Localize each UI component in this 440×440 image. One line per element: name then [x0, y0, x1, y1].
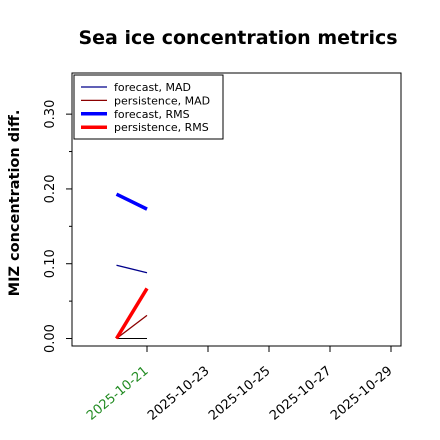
legend-label: forecast, MAD [114, 81, 191, 94]
series-line-persistence-mad [116, 314, 148, 340]
legend-label: persistence, MAD [114, 94, 210, 107]
x-tick-label: 2025-10-21 [84, 364, 152, 424]
plot-frame [71, 72, 402, 347]
x-tick-label: 2025-10-29 [328, 364, 396, 424]
y-tick-label: 0.00 [43, 324, 58, 353]
y-tick-label: 0.10 [43, 249, 58, 278]
y-axis: 0.00 0.10 0.20 0.30 [43, 100, 72, 353]
legend-label: forecast, RMS [114, 108, 190, 121]
series-layer [115, 192, 149, 340]
x-tick-label: 2025-10-23 [145, 364, 213, 424]
y-tick-label: 0.20 [43, 174, 58, 203]
y-axis-label: MIZ concentration diff. [7, 110, 23, 297]
y-tick-label: 0.30 [43, 100, 58, 129]
x-tick-label: 2025-10-27 [267, 364, 335, 424]
series-line-forecast-rms [115, 192, 148, 211]
series-line-forecast-mad [116, 264, 148, 274]
series-line-persistence-rms [115, 287, 149, 340]
chart-title: Sea ice concentration metrics [78, 27, 397, 49]
legend-label: persistence, RMS [114, 121, 209, 134]
x-tick-label: 2025-10-25 [206, 364, 274, 424]
x-axis: 2025-10-212025-10-232025-10-252025-10-27… [84, 346, 396, 424]
